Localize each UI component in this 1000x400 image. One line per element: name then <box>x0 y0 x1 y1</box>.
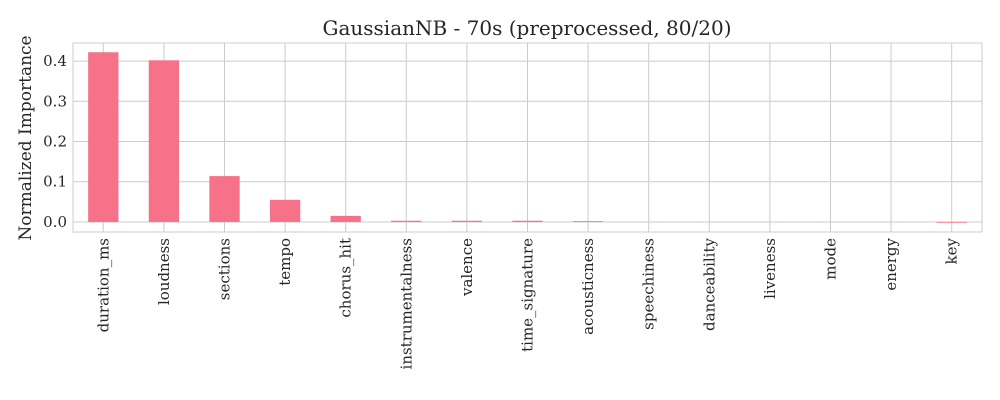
bar-key <box>937 222 967 223</box>
bar-duration_ms <box>88 52 118 222</box>
x-tick-label: duration_ms <box>94 238 112 332</box>
x-tick-label: tempo <box>276 238 294 286</box>
bar-time_signature <box>512 221 542 222</box>
y-tick-label: 0.3 <box>43 92 67 110</box>
y-tick-label: 0.4 <box>43 52 67 70</box>
x-tick-label: acousticness <box>579 238 597 335</box>
x-tick-label: speechiness <box>640 238 658 330</box>
bar-valence <box>452 221 482 222</box>
chart-title: GaussianNB - 70s (preprocessed, 80/20) <box>322 16 731 40</box>
y-axis-label: Normalized Importance <box>16 35 36 240</box>
y-tick-label: 0.1 <box>43 173 67 191</box>
x-tick-label: loudness <box>155 238 173 305</box>
x-tick-label: mode <box>822 238 840 280</box>
x-tick-label: sections <box>216 238 234 300</box>
x-tick-label: energy <box>882 237 900 290</box>
bar-sections <box>209 176 239 222</box>
y-tick-label: 0.2 <box>43 133 67 151</box>
x-tick-label: danceability <box>700 237 718 330</box>
y-tick-label: 0.0 <box>43 213 67 231</box>
x-tick-label: chorus_hit <box>337 238 355 318</box>
y-axis-ticks: 0.0 0.1 0.2 0.3 0.4 <box>43 52 67 231</box>
x-tick-label: valence <box>458 238 476 297</box>
x-tick-label: time_signature <box>519 238 537 352</box>
x-axis-ticks: duration_ms loudness sections tempo chorus_h… <box>94 237 960 369</box>
bar-chorus_hit <box>331 216 361 222</box>
bar-acousticness <box>573 221 603 222</box>
bar-tempo <box>270 200 300 222</box>
bar-instrumentalness <box>391 221 421 222</box>
x-tick-label: key <box>943 237 961 264</box>
x-tick-label: liveness <box>761 238 779 299</box>
x-tick-label: instrumentalness <box>397 238 415 369</box>
bar-loudness <box>149 60 179 222</box>
